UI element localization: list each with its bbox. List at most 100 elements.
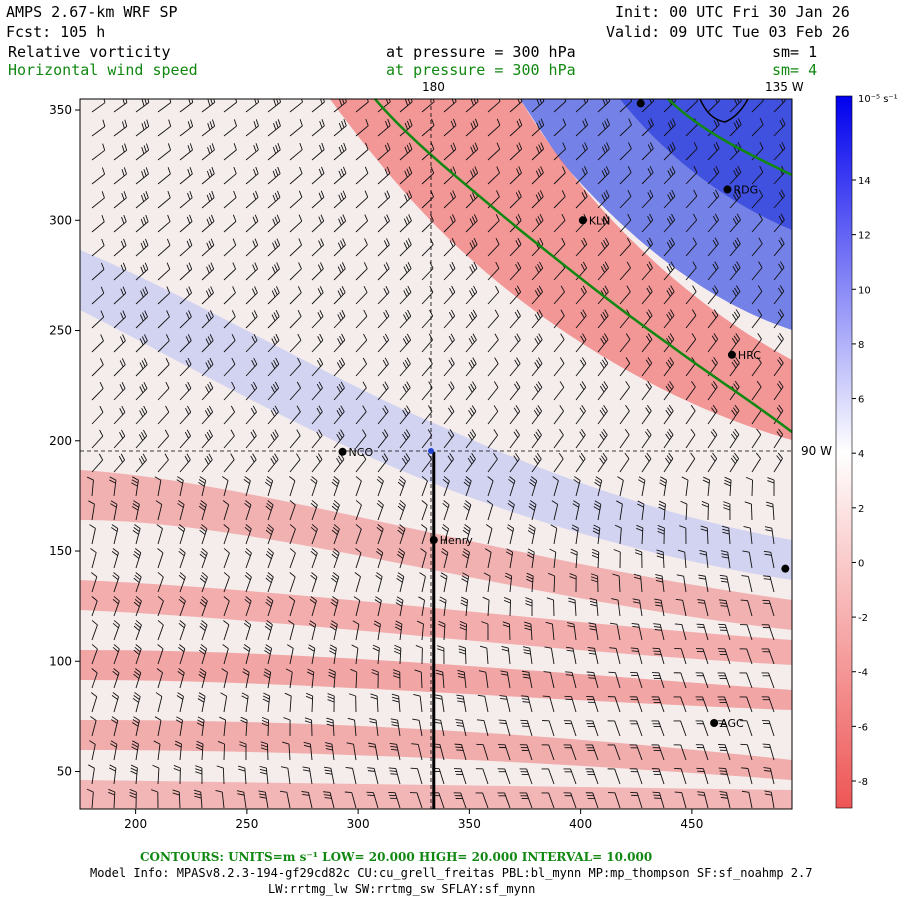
wind-barb-staff	[619, 458, 630, 473]
wind-barb-flag	[462, 551, 470, 556]
wind-barb-flag	[310, 526, 317, 533]
wind-barb-flag	[736, 237, 741, 245]
wind-barb-staff	[682, 600, 687, 617]
wind-barb-staff	[746, 744, 753, 761]
wind-barb-flag	[472, 381, 477, 388]
wind-barb-flag	[242, 671, 249, 676]
wind-barb-flag	[693, 165, 698, 173]
wind-barb-flag	[317, 359, 322, 367]
wind-barb-flag	[108, 791, 115, 796]
wind-barb-staff	[289, 576, 296, 593]
wind-barb-flag	[272, 194, 276, 202]
wind-barb-flag	[196, 743, 204, 748]
wind-barb-flag	[172, 792, 180, 796]
wind-barb-flag	[603, 357, 609, 364]
wind-barb-flag	[582, 144, 586, 152]
wind-barb-staff	[223, 411, 235, 425]
station-marker	[710, 719, 719, 728]
wind-barb-flag	[217, 740, 225, 745]
wind-barb-flag	[101, 191, 105, 199]
wind-barb-flag	[600, 314, 605, 321]
wind-barb-staff	[289, 220, 303, 233]
wind-barb-flag	[402, 362, 407, 369]
wind-barb-flag	[648, 120, 652, 128]
wind-barb-staff	[157, 125, 171, 137]
wind-barb-flag	[176, 695, 184, 700]
wind-barb-flag	[259, 768, 267, 772]
wind-barb-flag	[129, 792, 137, 796]
wind-barb-flag	[316, 407, 321, 415]
wind-barb-flag	[340, 168, 345, 176]
wind-barb-staff	[421, 458, 433, 473]
wind-barb-flag	[337, 242, 342, 250]
wind-barb-flag	[408, 214, 412, 222]
wind-barb-flag	[274, 216, 279, 224]
wind-barb-staff	[684, 552, 687, 569]
wind-barb-staff	[157, 648, 164, 665]
wind-barb-flag	[319, 309, 324, 317]
wind-barb-flag	[669, 192, 674, 199]
colorbar-tick-label: 2	[858, 504, 864, 515]
wind-barb-flag	[735, 357, 740, 364]
wind-barb-flag	[197, 719, 204, 724]
wind-barb-flag	[569, 576, 577, 580]
wind-barb-staff	[746, 720, 753, 737]
wind-barb-flag	[472, 333, 477, 341]
wind-barb-flag	[141, 99, 145, 107]
wind-barb-flag	[133, 601, 140, 607]
wind-barb-flag	[395, 623, 402, 628]
wind-barb-flag	[112, 548, 119, 554]
wind-barb-flag	[449, 264, 454, 271]
wind-barb-flag	[332, 478, 339, 485]
wind-barb-flag	[499, 695, 507, 697]
wind-barb-flag	[721, 553, 729, 556]
wind-barb-flag	[319, 144, 323, 152]
wind-barb-flag	[173, 765, 181, 769]
wind-barb-flag	[134, 692, 141, 697]
wind-barb-flag	[407, 238, 412, 245]
wind-barb-flag	[215, 789, 223, 793]
wind-barb-flag	[134, 670, 141, 676]
wind-barb-flag	[317, 312, 322, 319]
wind-barb-flag	[399, 524, 406, 530]
wind-barb-flag	[581, 357, 587, 364]
wind-barb-staff	[355, 480, 362, 497]
wind-barb-flag	[407, 99, 411, 104]
wind-barb-flag	[263, 671, 271, 676]
wind-barb-flag	[102, 119, 106, 127]
wind-barb-flag	[343, 119, 347, 126]
wind-barb-staff	[157, 672, 163, 689]
colorbar-tick-label: 14	[858, 176, 871, 187]
wind-barb-flag	[370, 696, 378, 700]
wind-barb-flag	[733, 311, 739, 318]
wind-barb-flag	[338, 407, 343, 415]
wind-barb-flag	[184, 431, 189, 439]
wind-barb-staff	[615, 672, 621, 689]
wind-barb-staff	[157, 528, 163, 545]
wind-barb-flag	[262, 695, 270, 700]
wind-barb-flag	[757, 356, 762, 364]
wind-barb-flag	[733, 99, 738, 106]
wind-barb-staff	[355, 671, 358, 689]
wind-barb-flag	[409, 118, 413, 126]
wind-barb-flag	[536, 122, 540, 130]
wind-barb-flag	[398, 526, 405, 533]
wind-barb-flag	[645, 431, 650, 438]
wind-barb-flag	[430, 214, 434, 221]
wind-barb-staff	[487, 411, 499, 425]
wind-barb-flag	[732, 431, 738, 438]
wind-barb-flag	[587, 647, 595, 649]
wind-barb-flag	[140, 431, 146, 439]
wind-barb-flag	[471, 216, 476, 223]
wind-barb-flag	[439, 599, 446, 604]
wind-barb-flag	[198, 695, 205, 700]
wind-barb-flag	[441, 551, 448, 556]
wind-barb-flag	[535, 383, 541, 391]
wind-barb-flag	[670, 285, 675, 292]
wind-barb-staff	[421, 101, 435, 113]
wind-barb-flag	[251, 383, 256, 391]
wind-barb-flag	[737, 141, 742, 149]
wind-barb-flag	[140, 218, 145, 226]
wind-barb-flag	[375, 575, 382, 580]
wind-barb-flag	[253, 310, 258, 317]
